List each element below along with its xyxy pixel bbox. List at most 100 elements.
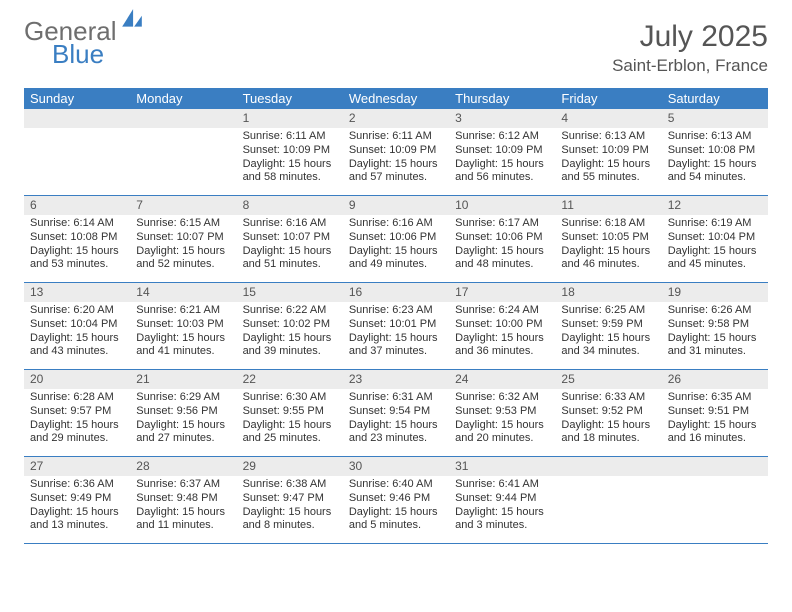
day-number	[24, 109, 130, 128]
day-details: Sunrise: 6:24 AMSunset: 10:00 PMDaylight…	[449, 302, 555, 365]
day-number: 11	[555, 196, 661, 215]
sunset-line: Sunset: 9:46 PM	[349, 492, 443, 506]
day-number: 26	[662, 370, 768, 389]
day-details: Sunrise: 6:11 AMSunset: 10:09 PMDaylight…	[237, 128, 343, 191]
calendar-day: 11Sunrise: 6:18 AMSunset: 10:05 PMDaylig…	[555, 196, 661, 282]
day-details: Sunrise: 6:21 AMSunset: 10:03 PMDaylight…	[130, 302, 236, 365]
day-details: Sunrise: 6:11 AMSunset: 10:09 PMDaylight…	[343, 128, 449, 191]
day-number	[662, 457, 768, 476]
day-number	[130, 109, 236, 128]
calendar-day: 31Sunrise: 6:41 AMSunset: 9:44 PMDayligh…	[449, 457, 555, 543]
calendar-day: 27Sunrise: 6:36 AMSunset: 9:49 PMDayligh…	[24, 457, 130, 543]
day-details: Sunrise: 6:20 AMSunset: 10:04 PMDaylight…	[24, 302, 130, 365]
calendar-day: 14Sunrise: 6:21 AMSunset: 10:03 PMDaylig…	[130, 283, 236, 369]
day-number: 25	[555, 370, 661, 389]
calendar-day: 30Sunrise: 6:40 AMSunset: 9:46 PMDayligh…	[343, 457, 449, 543]
calendar-day: 1Sunrise: 6:11 AMSunset: 10:09 PMDayligh…	[237, 109, 343, 195]
daylight-line: Daylight: 15 hours and 23 minutes.	[349, 419, 443, 447]
sunset-line: Sunset: 9:48 PM	[136, 492, 230, 506]
day-number: 16	[343, 283, 449, 302]
day-number: 22	[237, 370, 343, 389]
day-details: Sunrise: 6:41 AMSunset: 9:44 PMDaylight:…	[449, 476, 555, 539]
day-number: 9	[343, 196, 449, 215]
sunset-line: Sunset: 10:02 PM	[243, 318, 337, 332]
calendar-day: 8Sunrise: 6:16 AMSunset: 10:07 PMDayligh…	[237, 196, 343, 282]
dow-header: Tuesday	[237, 88, 343, 109]
calendar-week: 27Sunrise: 6:36 AMSunset: 9:49 PMDayligh…	[24, 457, 768, 544]
daylight-line: Daylight: 15 hours and 39 minutes.	[243, 332, 337, 360]
dow-header: Sunday	[24, 88, 130, 109]
daylight-line: Daylight: 15 hours and 45 minutes.	[668, 245, 762, 273]
calendar-day: 29Sunrise: 6:38 AMSunset: 9:47 PMDayligh…	[237, 457, 343, 543]
dow-header: Wednesday	[343, 88, 449, 109]
calendar-week: 1Sunrise: 6:11 AMSunset: 10:09 PMDayligh…	[24, 109, 768, 196]
sunrise-line: Sunrise: 6:37 AM	[136, 478, 230, 492]
sunrise-line: Sunrise: 6:35 AM	[668, 391, 762, 405]
calendar-day: 12Sunrise: 6:19 AMSunset: 10:04 PMDaylig…	[662, 196, 768, 282]
daylight-line: Daylight: 15 hours and 8 minutes.	[243, 506, 337, 534]
sunset-line: Sunset: 10:09 PM	[243, 144, 337, 158]
calendar-day: 10Sunrise: 6:17 AMSunset: 10:06 PMDaylig…	[449, 196, 555, 282]
sunrise-line: Sunrise: 6:29 AM	[136, 391, 230, 405]
sunset-line: Sunset: 10:03 PM	[136, 318, 230, 332]
day-details: Sunrise: 6:23 AMSunset: 10:01 PMDaylight…	[343, 302, 449, 365]
day-number: 30	[343, 457, 449, 476]
daylight-line: Daylight: 15 hours and 13 minutes.	[30, 506, 124, 534]
sunrise-line: Sunrise: 6:24 AM	[455, 304, 549, 318]
day-details: Sunrise: 6:33 AMSunset: 9:52 PMDaylight:…	[555, 389, 661, 452]
calendar-day: 19Sunrise: 6:26 AMSunset: 9:58 PMDayligh…	[662, 283, 768, 369]
daylight-line: Daylight: 15 hours and 49 minutes.	[349, 245, 443, 273]
sunset-line: Sunset: 10:07 PM	[136, 231, 230, 245]
dow-row: SundayMondayTuesdayWednesdayThursdayFrid…	[24, 88, 768, 109]
daylight-line: Daylight: 15 hours and 54 minutes.	[668, 158, 762, 186]
daylight-line: Daylight: 15 hours and 11 minutes.	[136, 506, 230, 534]
sunset-line: Sunset: 9:57 PM	[30, 405, 124, 419]
day-details: Sunrise: 6:12 AMSunset: 10:09 PMDaylight…	[449, 128, 555, 191]
header: GeneralBlue July 2025Saint-Erblon, France	[24, 20, 768, 76]
title-block: July 2025Saint-Erblon, France	[612, 20, 768, 76]
sunrise-line: Sunrise: 6:18 AM	[561, 217, 655, 231]
sunset-line: Sunset: 9:59 PM	[561, 318, 655, 332]
calendar-day: 3Sunrise: 6:12 AMSunset: 10:09 PMDayligh…	[449, 109, 555, 195]
daylight-line: Daylight: 15 hours and 55 minutes.	[561, 158, 655, 186]
sunset-line: Sunset: 10:06 PM	[455, 231, 549, 245]
day-details: Sunrise: 6:37 AMSunset: 9:48 PMDaylight:…	[130, 476, 236, 539]
sunrise-line: Sunrise: 6:36 AM	[30, 478, 124, 492]
daylight-line: Daylight: 15 hours and 34 minutes.	[561, 332, 655, 360]
sunrise-line: Sunrise: 6:41 AM	[455, 478, 549, 492]
day-details: Sunrise: 6:40 AMSunset: 9:46 PMDaylight:…	[343, 476, 449, 539]
sunrise-line: Sunrise: 6:20 AM	[30, 304, 124, 318]
logo: GeneralBlue	[24, 20, 117, 67]
sunrise-line: Sunrise: 6:12 AM	[455, 130, 549, 144]
daylight-line: Daylight: 15 hours and 31 minutes.	[668, 332, 762, 360]
day-details: Sunrise: 6:18 AMSunset: 10:05 PMDaylight…	[555, 215, 661, 278]
day-details: Sunrise: 6:32 AMSunset: 9:53 PMDaylight:…	[449, 389, 555, 452]
sunset-line: Sunset: 10:01 PM	[349, 318, 443, 332]
sunset-line: Sunset: 9:56 PM	[136, 405, 230, 419]
sunrise-line: Sunrise: 6:15 AM	[136, 217, 230, 231]
calendar-day: 23Sunrise: 6:31 AMSunset: 9:54 PMDayligh…	[343, 370, 449, 456]
sunset-line: Sunset: 10:08 PM	[668, 144, 762, 158]
calendar-day: 18Sunrise: 6:25 AMSunset: 9:59 PMDayligh…	[555, 283, 661, 369]
day-details: Sunrise: 6:38 AMSunset: 9:47 PMDaylight:…	[237, 476, 343, 539]
calendar-day: 22Sunrise: 6:30 AMSunset: 9:55 PMDayligh…	[237, 370, 343, 456]
day-number: 8	[237, 196, 343, 215]
calendar-day	[130, 109, 236, 195]
daylight-line: Daylight: 15 hours and 58 minutes.	[243, 158, 337, 186]
calendar-day: 28Sunrise: 6:37 AMSunset: 9:48 PMDayligh…	[130, 457, 236, 543]
day-number: 12	[662, 196, 768, 215]
sunset-line: Sunset: 10:04 PM	[668, 231, 762, 245]
sunrise-line: Sunrise: 6:38 AM	[243, 478, 337, 492]
day-details: Sunrise: 6:26 AMSunset: 9:58 PMDaylight:…	[662, 302, 768, 365]
daylight-line: Daylight: 15 hours and 57 minutes.	[349, 158, 443, 186]
day-number: 10	[449, 196, 555, 215]
calendar-day: 25Sunrise: 6:33 AMSunset: 9:52 PMDayligh…	[555, 370, 661, 456]
day-details: Sunrise: 6:35 AMSunset: 9:51 PMDaylight:…	[662, 389, 768, 452]
daylight-line: Daylight: 15 hours and 18 minutes.	[561, 419, 655, 447]
sunrise-line: Sunrise: 6:25 AM	[561, 304, 655, 318]
daylight-line: Daylight: 15 hours and 53 minutes.	[30, 245, 124, 273]
calendar-day: 17Sunrise: 6:24 AMSunset: 10:00 PMDaylig…	[449, 283, 555, 369]
sunrise-line: Sunrise: 6:30 AM	[243, 391, 337, 405]
day-details: Sunrise: 6:16 AMSunset: 10:07 PMDaylight…	[237, 215, 343, 278]
daylight-line: Daylight: 15 hours and 46 minutes.	[561, 245, 655, 273]
